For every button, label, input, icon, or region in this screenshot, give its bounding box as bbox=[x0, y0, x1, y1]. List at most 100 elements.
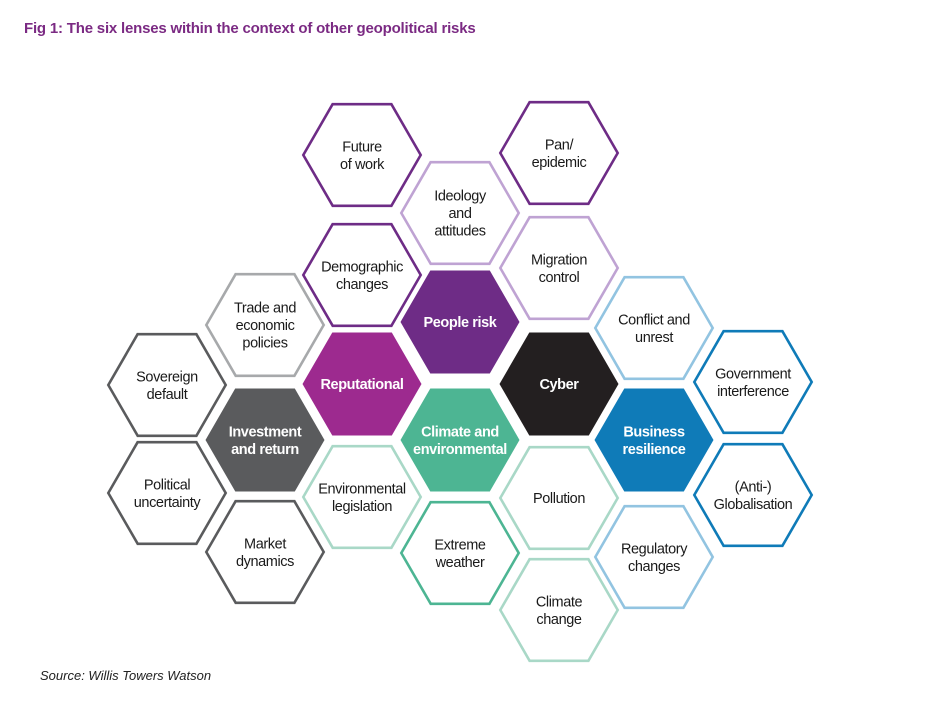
hexagon-shape bbox=[106, 332, 228, 438]
hexagon-label-line: Climate and bbox=[421, 424, 499, 440]
hexagon-shape bbox=[205, 388, 325, 492]
hexagon-shape bbox=[204, 499, 326, 605]
hexagon-pollution: Pollution bbox=[498, 445, 620, 551]
hexagon-political-uncertainty: Political uncertainty bbox=[106, 440, 228, 546]
hexagon-label: Conflict and unrest bbox=[618, 312, 690, 346]
hexagon-label: Migration control bbox=[531, 252, 587, 286]
hexagon-shape bbox=[498, 100, 620, 206]
hexagon-label: Political uncertainty bbox=[134, 477, 202, 511]
hexagon-ideology-and-attitudes: Ideology and attitudes bbox=[399, 160, 521, 266]
hexagon-climate-and-environmental: Climate and environmental bbox=[400, 388, 520, 492]
hexagon-label-line: of work bbox=[340, 157, 385, 173]
hexagon-label: Business resilience bbox=[623, 424, 686, 458]
hexagon-market-dynamics: Market dynamics bbox=[204, 499, 326, 605]
hexagon-shape bbox=[692, 442, 814, 548]
hexagon-label-line: interference bbox=[717, 384, 789, 400]
hexagon-label: Sovereign default bbox=[136, 369, 198, 403]
hexagon-label-line: uncertainty bbox=[134, 495, 202, 511]
hexagon-label: (Anti-) Globalisation bbox=[714, 479, 793, 513]
hexagon-shape bbox=[498, 215, 620, 321]
hexagon-label-line: and bbox=[449, 206, 472, 222]
hexagon-shape bbox=[498, 557, 620, 663]
hexagon-sovereign-default: Sovereign default bbox=[106, 332, 228, 438]
hexagon-label-line: Migration bbox=[531, 252, 587, 268]
hexagon-label: Reputational bbox=[320, 377, 403, 393]
hexagon-label-line: attitudes bbox=[434, 224, 485, 240]
hexagon-label-line: unrest bbox=[635, 330, 673, 346]
hexagon-label: Pan/epidemic bbox=[532, 137, 587, 171]
hexagon-label-line: policies bbox=[242, 336, 287, 352]
hexagon-extreme-weather: Extreme weather bbox=[399, 500, 521, 606]
hexagon-shape bbox=[399, 160, 521, 266]
hexagon-label: Demographic changes bbox=[321, 259, 403, 293]
hexagon-label-line: resilience bbox=[623, 442, 686, 458]
hexagon-label: Market dynamics bbox=[236, 536, 294, 570]
hexagon-label: Trade and economic policies bbox=[234, 301, 296, 352]
hexagon-label-line: default bbox=[147, 387, 188, 403]
hexagon-conflict-and-unrest: Conflict and unrest bbox=[593, 275, 715, 381]
hexagon-business-resilience: Business resilience bbox=[594, 388, 714, 492]
hexagon-label-line: Business bbox=[623, 424, 685, 440]
hexagon-label-line: control bbox=[539, 270, 580, 286]
hexagon-label-line: economic bbox=[236, 318, 295, 334]
hexagon-label-line: Reputational bbox=[320, 377, 403, 393]
hexagon-environmental-legislation: Environmental legislation bbox=[301, 444, 423, 550]
hexagon-label-line: Future bbox=[342, 139, 382, 155]
hexagon-shape bbox=[302, 332, 422, 436]
hexagon-shape bbox=[301, 222, 423, 328]
hexagon-pan-epidemic: Pan/epidemic bbox=[498, 100, 620, 206]
hexagon-shape bbox=[400, 270, 520, 374]
hexagon-demographic-changes: Demographic changes bbox=[301, 222, 423, 328]
hexagon-label-line: Political bbox=[144, 477, 191, 493]
hexagon-government-interference: Government interference bbox=[692, 329, 814, 435]
hexagon-label-line: changes bbox=[628, 559, 680, 575]
hexagon-shape bbox=[106, 440, 228, 546]
hexagon-shape bbox=[692, 329, 814, 435]
hexagon-label-line: Extreme bbox=[434, 537, 486, 553]
source-note: Source: Willis Towers Watson bbox=[40, 668, 212, 683]
hexagon-label-line: Climate bbox=[536, 594, 583, 610]
hexagon-shape bbox=[204, 272, 326, 378]
hexagon-label-line: Investment bbox=[229, 424, 302, 440]
hexagon-shape bbox=[301, 444, 423, 550]
hexagon-label-line: People risk bbox=[424, 315, 498, 331]
hexagon-label-line: Demographic bbox=[321, 259, 403, 275]
hexagon-label-line: legislation bbox=[332, 499, 392, 515]
hexagon-label-line: Pollution bbox=[533, 491, 585, 507]
hexagon-label-line: dynamics bbox=[236, 554, 294, 570]
hexagon-label-line: Sovereign bbox=[136, 369, 198, 385]
hexagon-label: Climate and environmental bbox=[413, 424, 507, 458]
hexagon-anti-globalisation: (Anti-) Globalisation bbox=[692, 442, 814, 548]
hexagon-label-line: Cyber bbox=[539, 377, 579, 393]
hexagon-label-line: changes bbox=[336, 277, 388, 293]
hexagon-label-line: Government bbox=[715, 366, 791, 382]
hexagon-regulatory-changes: Regulatory changes bbox=[593, 504, 715, 610]
hexagon-climate-change: Climate change bbox=[498, 557, 620, 663]
hexagon-label-line: Trade and bbox=[234, 301, 296, 317]
hexagon-shape bbox=[399, 500, 521, 606]
hexagon-shape bbox=[594, 388, 714, 492]
hexagon-label-line: (Anti-) bbox=[735, 479, 772, 495]
hexagon-label: Ideology and attitudes bbox=[434, 189, 487, 240]
hexagon-shape bbox=[301, 102, 423, 208]
hexagon-shape bbox=[498, 445, 620, 551]
hexagon-investment-and-return: Investment and return bbox=[205, 388, 325, 492]
hexagon-label: Environmental legislation bbox=[318, 481, 406, 515]
hexagon-label: Government interference bbox=[715, 366, 791, 400]
hexagon-label-line: Regulatory bbox=[621, 541, 688, 557]
hexagon-migration-control: Migration control bbox=[498, 215, 620, 321]
hexagon-future-of-work: Future of work bbox=[301, 102, 423, 208]
hexagon-label: Future of work bbox=[340, 139, 385, 173]
hexagon-label-line: Conflict and bbox=[618, 312, 690, 328]
hexagon-label-line: Environmental bbox=[318, 481, 406, 497]
hexagon-shape bbox=[593, 275, 715, 381]
figure-title: Fig 1: The six lenses within the context… bbox=[24, 20, 476, 37]
hexagon-label-line: weather bbox=[435, 555, 485, 571]
hexagon-label-line: Market bbox=[244, 536, 286, 552]
hexagon-label: Pollution bbox=[533, 491, 585, 507]
hexagon-label: People risk bbox=[424, 315, 498, 331]
hexagon-people-risk: People risk bbox=[400, 270, 520, 374]
hexagon-label-line: and return bbox=[231, 442, 299, 458]
hexagon-label-line: epidemic bbox=[532, 155, 587, 171]
